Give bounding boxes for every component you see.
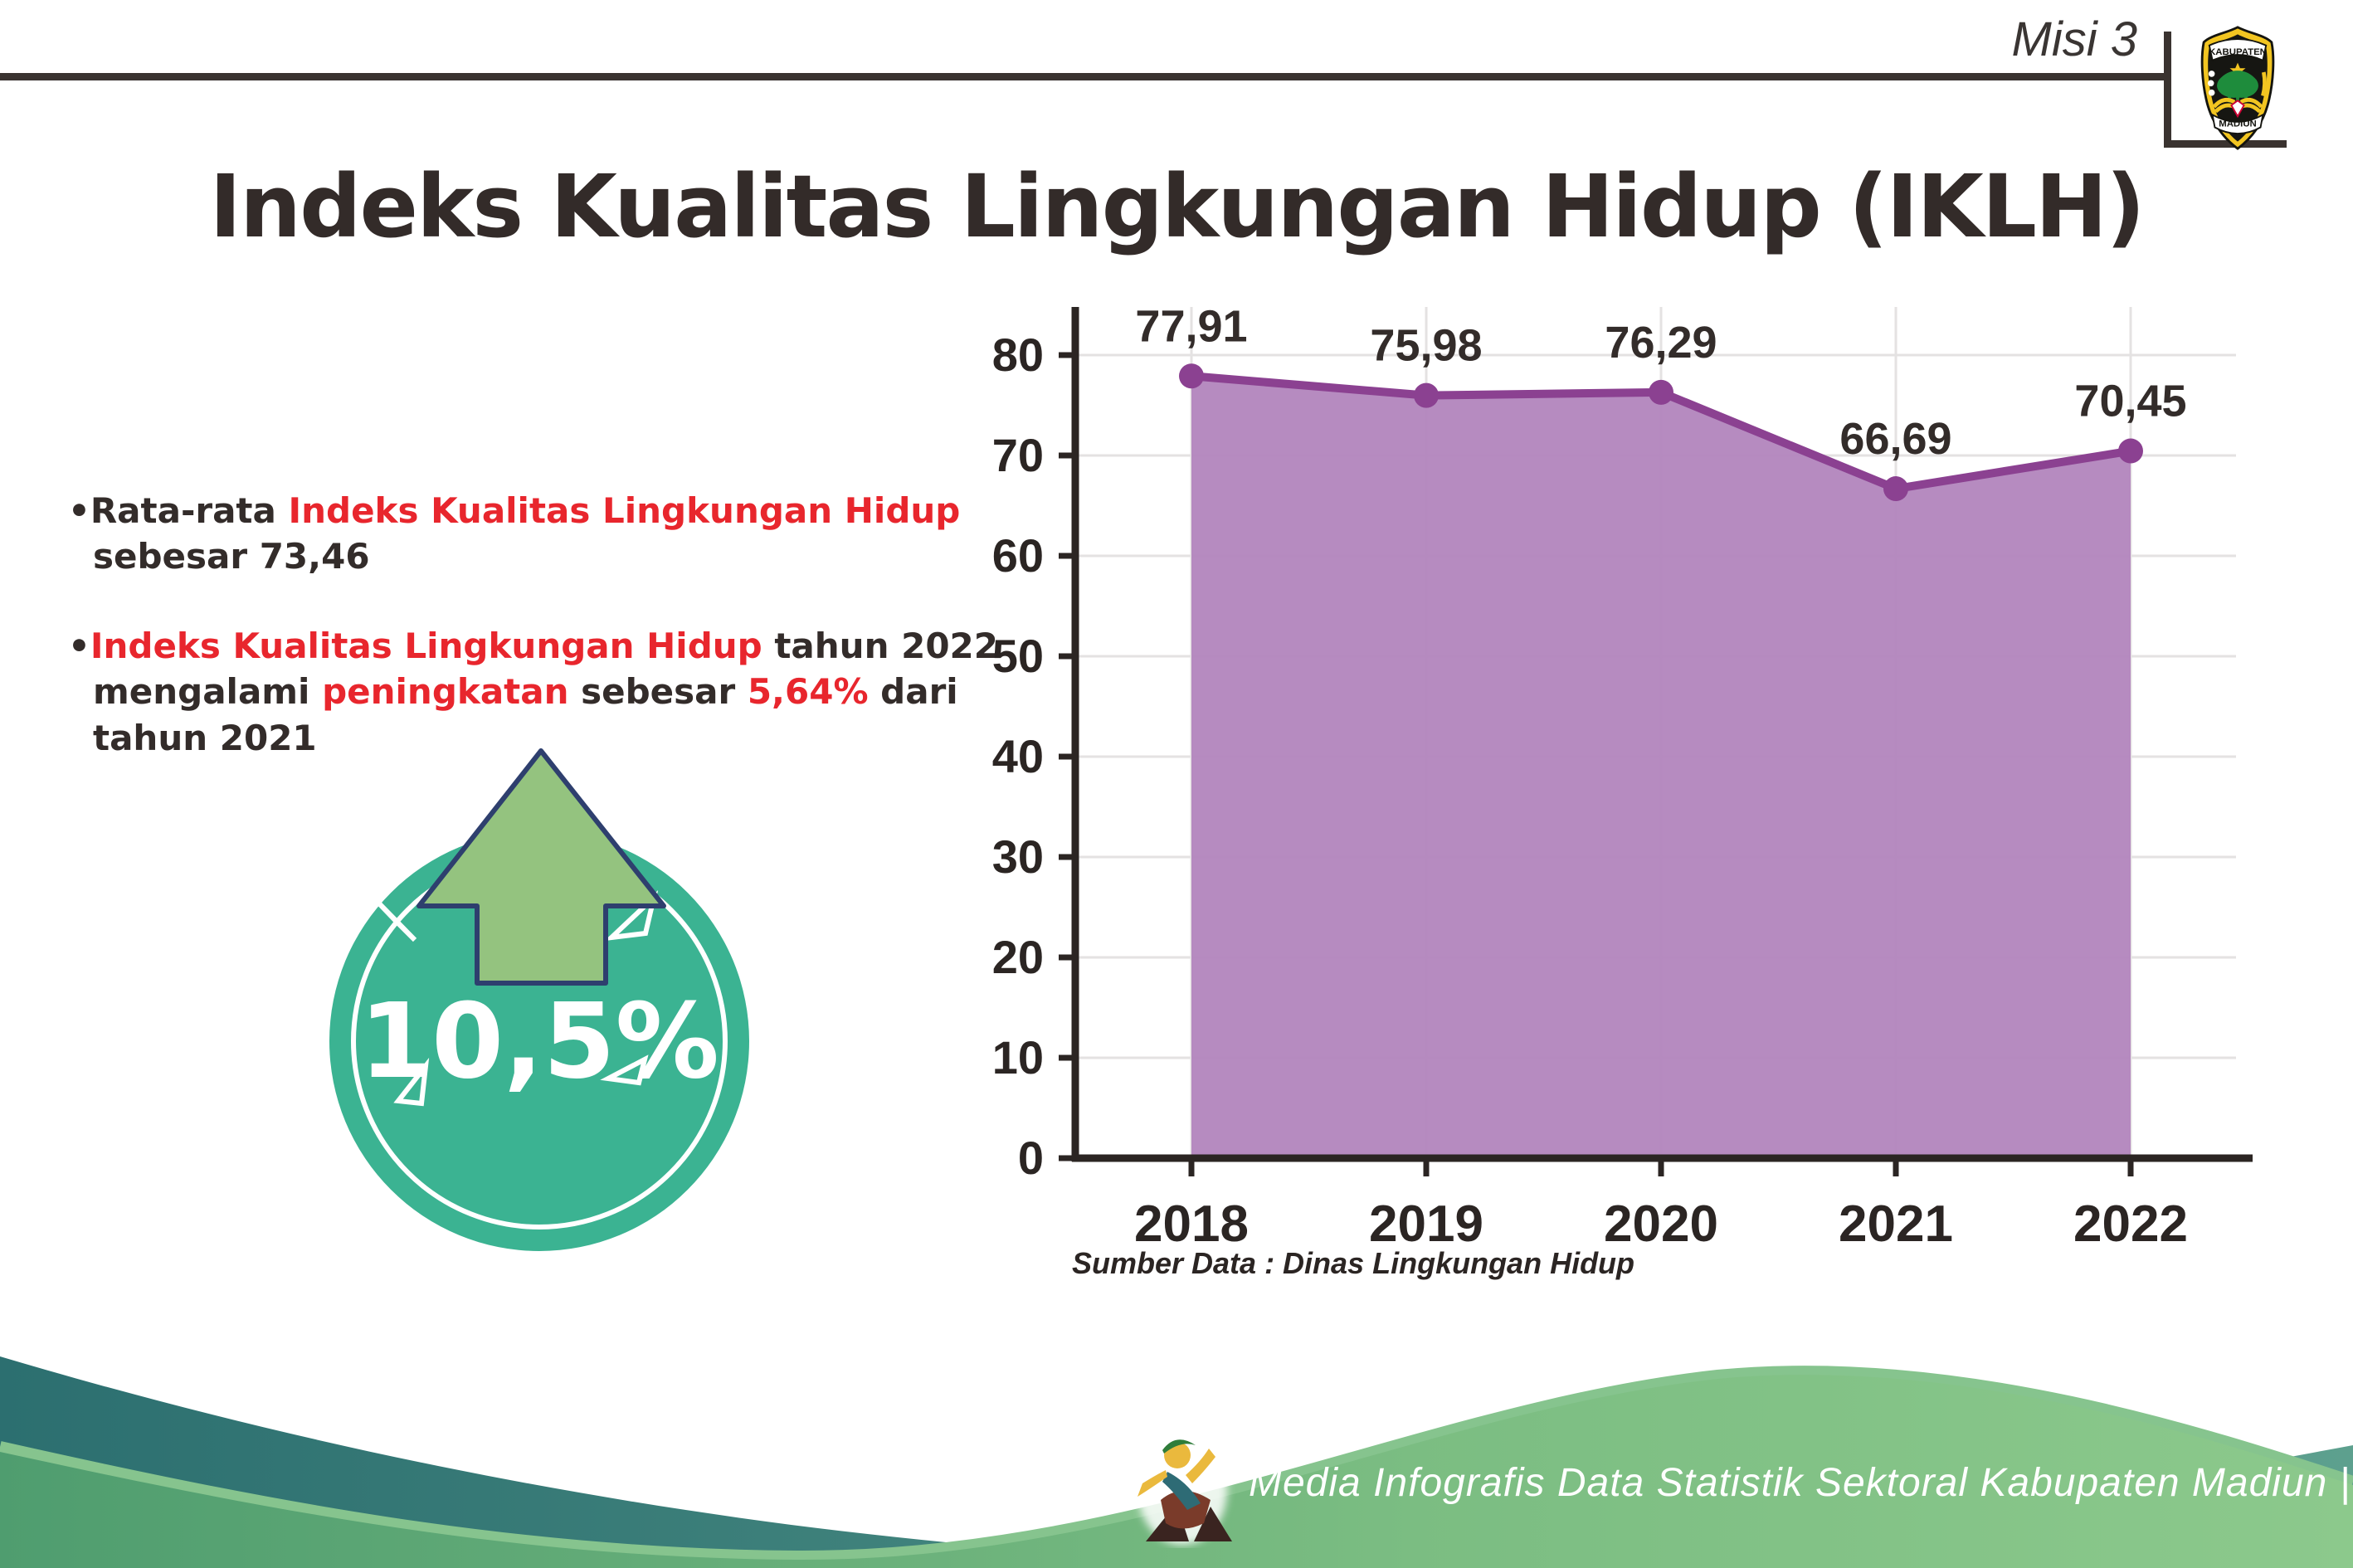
logo-bracket-horizontal [2164,140,2287,148]
source-note: Sumber Data : Dinas Lingkungan Hidup [1072,1246,1635,1280]
footer-caption: Media Infografis Data Statistik Sektoral… [1249,1461,2351,1505]
value-label: 76,29 [1605,318,1717,368]
badge-circle [329,831,749,1251]
badge-value: 10,5% [359,981,719,1102]
bullet-increase-2022: •Indeks Kualitas Lingkungan Hidup tahun … [68,623,1030,761]
data-point [1414,382,1439,408]
badge-accent-triangle-nw [375,899,417,942]
y-tick-label: 10 [992,1031,1044,1083]
badge-accent-triangle-se [600,1054,649,1086]
x-tick-label: 2018 [1134,1195,1249,1253]
mascot-cap [1162,1439,1196,1454]
bullet-text: •Rata-rata [68,490,289,531]
bullet-text: sebesar 73,46 [93,536,370,577]
data-point [1649,379,1673,405]
logo-bottom-text: MADIUN [2219,119,2257,129]
logo-cotton-1 [2208,71,2215,77]
y-tick-label: 70 [992,429,1044,481]
bullet-text: dari tahun 2021 [93,671,958,758]
x-tick-label: 2019 [1369,1195,1483,1253]
x-tick-label: 2022 [2073,1195,2188,1253]
bullet-text-highlight: Indeks Kualitas Lingkungan Hidup [288,490,961,531]
badge-accent-triangle-sw [393,1057,430,1107]
value-label: 75,98 [1370,321,1482,371]
data-point [2118,438,2143,464]
footer-wave [0,1356,2353,1568]
data-point [1883,476,1908,502]
logo-wings [2212,97,2263,114]
key-findings: •Rata-rata Indeks Kualitas Lingkungan Hi… [68,488,1030,804]
area-fill [1191,376,2131,1158]
up-arrow-icon [417,748,666,986]
logo-top-banner [2208,38,2268,62]
logo-bracket-vertical [2164,32,2171,148]
logo-bottom-banner [2211,113,2264,135]
value-label: 77,91 [1135,301,1247,351]
footer-wave-green [0,1375,2353,1568]
logo-rice [2261,71,2267,97]
y-tick-label: 60 [992,529,1044,582]
value-label: 70,45 [2074,377,2186,426]
y-tick-label: 30 [992,830,1044,883]
bullet-text: sebesar [568,671,748,713]
data-point [1179,363,1204,389]
logo-top-text: KABUPATEN [2209,47,2267,57]
logo-cotton-2 [2207,80,2214,87]
logo-star [2229,62,2246,78]
mascot-icon [1138,1435,1232,1545]
value-label: 66,69 [1839,414,1951,464]
badge-accent-triangle-ne [604,890,659,942]
bullet-text: • [68,625,90,666]
y-tick-label: 50 [992,630,1044,682]
y-tick-label: 80 [992,329,1044,381]
page-title: Indeks Kualitas Lingkungan Hidup (IKLH) [209,155,2145,257]
logo-cotton-3 [2208,89,2215,96]
bullet-text-highlight: Indeks Kualitas Lingkungan Hidup [90,625,762,666]
y-tick-label: 20 [992,931,1044,983]
bullet-text-highlight: peningkatan [322,671,569,713]
x-tick-label: 2021 [1839,1195,1953,1253]
iklh-area-chart: 77,91 75,98 76,29 66,69 70,45 0 10 20 30 40 50 60 70… [992,301,2253,1253]
y-tick-label: 40 [992,730,1044,782]
footer-wave-rim [0,1366,2353,1563]
bullet-average-iklh: •Rata-rata Indeks Kualitas Lingkungan Hi… [68,488,1030,580]
bullet-text-highlight: 5,64% [747,671,869,713]
header-divider [0,73,2167,80]
x-tick-label: 2020 [1604,1195,1718,1253]
mascot-sash [1162,1472,1201,1510]
footer-wave-teal [0,1356,2353,1568]
logo-inner-shield [2230,100,2245,119]
kabupaten-madiun-logo: KABUPATEN MADIUN [2200,26,2275,150]
mascot-arm-right [1186,1449,1215,1483]
y-tick-label: 0 [1018,1132,1044,1184]
mascot-arm-left [1138,1470,1167,1497]
mascot-leg-right [1194,1507,1232,1541]
bullet-text: tahun 2022 mengalami [93,625,998,713]
increase-badge: 10,5% [329,748,749,1251]
misi-label: Misi 3 [2011,12,2137,66]
